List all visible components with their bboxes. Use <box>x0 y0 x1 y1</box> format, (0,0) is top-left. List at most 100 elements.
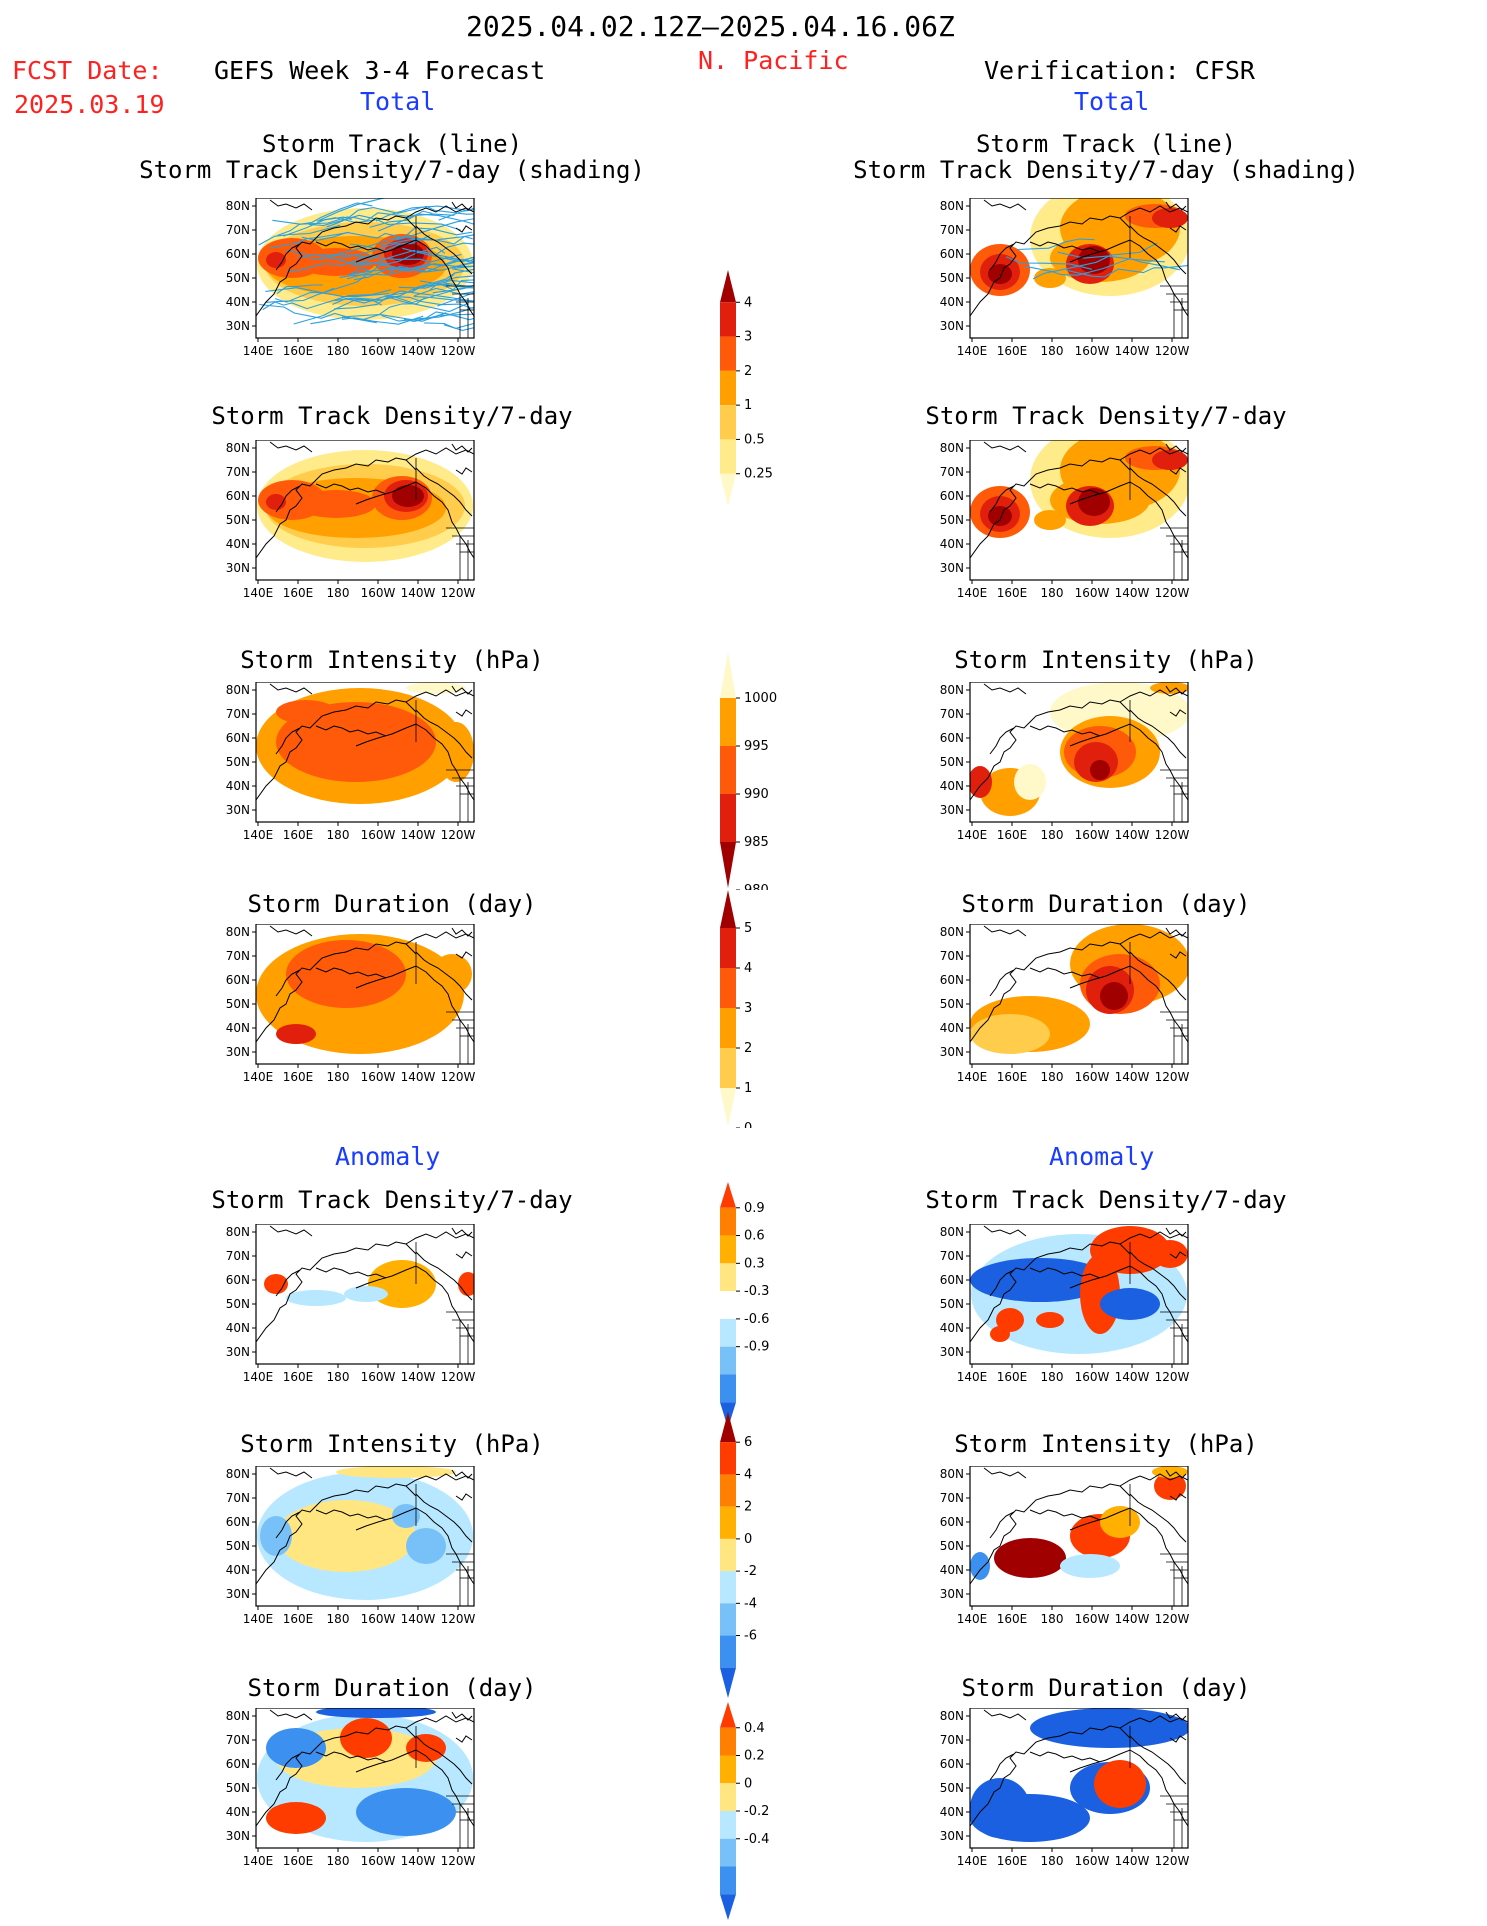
lat-tick-label: 60N <box>226 973 250 987</box>
coastline <box>315 1751 387 1763</box>
coastline <box>970 941 1131 1043</box>
storm-track-line <box>286 245 388 256</box>
lon-tick-label: 140W <box>401 1854 436 1868</box>
lon-tick-label: 140E <box>957 1070 988 1084</box>
coastline <box>1129 1735 1187 1785</box>
storm-track-line <box>310 312 447 325</box>
verification-density-anom-map: 80N 70N 60N 50N 40N 30N 140E 160E 180 160W 140W 120… <box>920 1223 1198 1394</box>
coastline <box>256 1725 417 1827</box>
storm-track-line <box>384 295 474 309</box>
map-svg: 80N 70N 60N 50N 40N 30N 140E 160E 180 160W 140W 120… <box>226 681 476 842</box>
lon-tick-label: 180 <box>327 1854 350 1868</box>
lon-tick-label: 160E <box>997 1612 1028 1626</box>
lat-tick-label: 60N <box>226 1757 250 1771</box>
colorbar-segment <box>720 1182 736 1208</box>
coastline <box>1165 1711 1187 1721</box>
lat-tick-label: 60N <box>226 247 250 261</box>
coastline <box>1069 965 1188 1043</box>
lat-tick-label: 50N <box>226 997 250 1011</box>
map-svg: 80N 70N 60N 50N 40N 30N 140E 160E 180 160W 140W 120… <box>940 439 1190 600</box>
r1-title-shading: Storm Track Density/7-day (shading) <box>853 156 1359 184</box>
storm-track-line <box>332 283 451 306</box>
coastline <box>1129 467 1187 517</box>
coastline <box>1069 1265 1188 1343</box>
colorbar-segment <box>720 336 736 371</box>
verification-track-map: 80N 70N 60N 50N 40N 30N 140E 160E 180 160W 140W 120… <box>920 197 1198 368</box>
lon-tick-label: 160W <box>1075 1070 1110 1084</box>
colorbar-segment <box>720 1207 736 1236</box>
lat-tick-label: 40N <box>940 1321 964 1335</box>
lat-tick-label: 30N <box>940 1587 964 1601</box>
lat-tick-label: 50N <box>226 755 250 769</box>
shading-region <box>286 1520 346 1564</box>
coastline <box>1119 931 1188 945</box>
coastline <box>1129 951 1187 1001</box>
coastline <box>355 1507 474 1585</box>
lat-tick-label: 50N <box>940 1297 964 1311</box>
shading-region <box>970 1014 1050 1054</box>
colorbar-label: -0.4 <box>744 1832 769 1847</box>
colorbar-label: 0.5 <box>744 432 765 447</box>
lat-tick-label: 50N <box>226 1297 250 1311</box>
lon-tick-label: 140W <box>401 1370 436 1384</box>
lon-tick-label: 140W <box>401 1070 436 1084</box>
lat-tick-label: 70N <box>940 223 964 237</box>
lat-tick-label: 30N <box>226 1045 250 1059</box>
coastline <box>269 1467 313 1479</box>
lon-tick-label: 140E <box>243 1370 274 1384</box>
lon-tick-label: 160W <box>1075 586 1110 600</box>
lon-tick-label: 140W <box>1115 828 1150 842</box>
colorbar-segment <box>720 1811 736 1839</box>
lon-tick-label: 160W <box>1075 1612 1110 1626</box>
colorbar-segment <box>720 794 736 842</box>
lat-tick-label: 80N <box>940 441 964 455</box>
coastline <box>405 1473 474 1487</box>
lon-tick-label: 140E <box>957 828 988 842</box>
shading-region <box>1030 1708 1188 1748</box>
shading-region <box>1094 1760 1146 1808</box>
colorbar-label: 2 <box>744 1041 752 1056</box>
lon-tick-label: 140E <box>243 586 274 600</box>
lon-tick-label: 140W <box>401 1612 436 1626</box>
lat-tick-label: 70N <box>940 1491 964 1505</box>
lat-tick-label: 60N <box>940 1515 964 1529</box>
colorbar-label: 4 <box>744 1467 752 1482</box>
lat-tick-label: 60N <box>940 731 964 745</box>
storm-track-line <box>452 262 474 268</box>
coastline <box>1165 927 1187 937</box>
coastline <box>315 483 387 495</box>
lat-tick-label: 30N <box>940 1345 964 1359</box>
lon-tick-label: 160W <box>361 828 396 842</box>
coastline <box>1069 481 1188 559</box>
lat-tick-label: 80N <box>940 925 964 939</box>
storm-track-line <box>413 295 474 302</box>
coastline <box>451 1469 473 1479</box>
lat-tick-label: 70N <box>940 465 964 479</box>
period-title: 2025.04.02.12Z–2025.04.16.06Z <box>466 10 955 43</box>
coastline <box>983 1225 1027 1237</box>
map-frame <box>255 1707 475 1849</box>
lat-tick-label: 70N <box>226 707 250 721</box>
map-frame <box>255 439 475 581</box>
left-total-label: Total <box>360 87 436 116</box>
colorbar-segment <box>720 405 736 440</box>
colorbar-segment <box>720 1346 736 1375</box>
colorbar-label: 4 <box>744 961 752 976</box>
storm-track-line <box>350 263 396 275</box>
shading-region <box>276 1024 316 1044</box>
lon-tick-label: 160W <box>361 1612 396 1626</box>
lat-tick-label: 30N <box>226 1829 250 1843</box>
lat-tick-label: 60N <box>940 973 964 987</box>
intensity-colorbar: 1000995990985980 <box>716 650 786 898</box>
colorbar-label: -0.9 <box>744 1340 769 1355</box>
lat-tick-label: 40N <box>226 1021 250 1035</box>
shading-region <box>406 682 466 694</box>
coastline <box>355 723 474 801</box>
coastline <box>355 239 474 317</box>
colorbar-label: 0 <box>744 1121 752 1128</box>
coastline <box>451 201 473 211</box>
coastline <box>1129 1251 1187 1301</box>
storm-track-line <box>297 253 462 263</box>
coastline <box>455 1493 473 1501</box>
coastline <box>1169 951 1187 959</box>
